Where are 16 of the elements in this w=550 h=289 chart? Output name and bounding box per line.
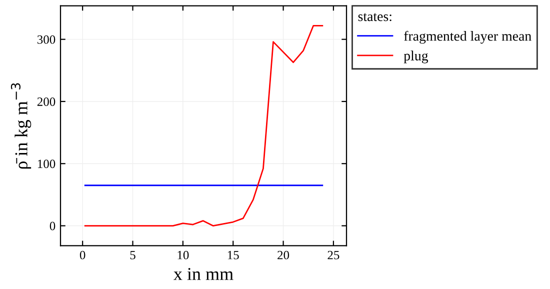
x-tick-label: 20 <box>278 250 290 260</box>
y-tick-label: 300 <box>37 35 56 44</box>
legend-label: plug <box>404 50 428 64</box>
y-tick-label: 200 <box>37 98 56 106</box>
y-axis-title: ρ̄ in kg m$^{−3}$ <box>10 83 32 169</box>
x-tick-label: 5 <box>130 251 136 260</box>
x-tick-label: 10 <box>178 250 189 260</box>
x-tick-label: 15 <box>228 250 239 260</box>
x-axis-title: x in mm <box>174 268 234 280</box>
legend-title: states: <box>358 13 392 22</box>
line-series <box>84 24 324 226</box>
y-tick-label: 0 <box>50 222 56 230</box>
x-tick-label: 0 <box>80 250 86 260</box>
x-tick-label: 25 <box>328 250 340 260</box>
y-tick-label: 100 <box>38 160 56 168</box>
legend-label: fragmented layer mean <box>404 30 532 44</box>
